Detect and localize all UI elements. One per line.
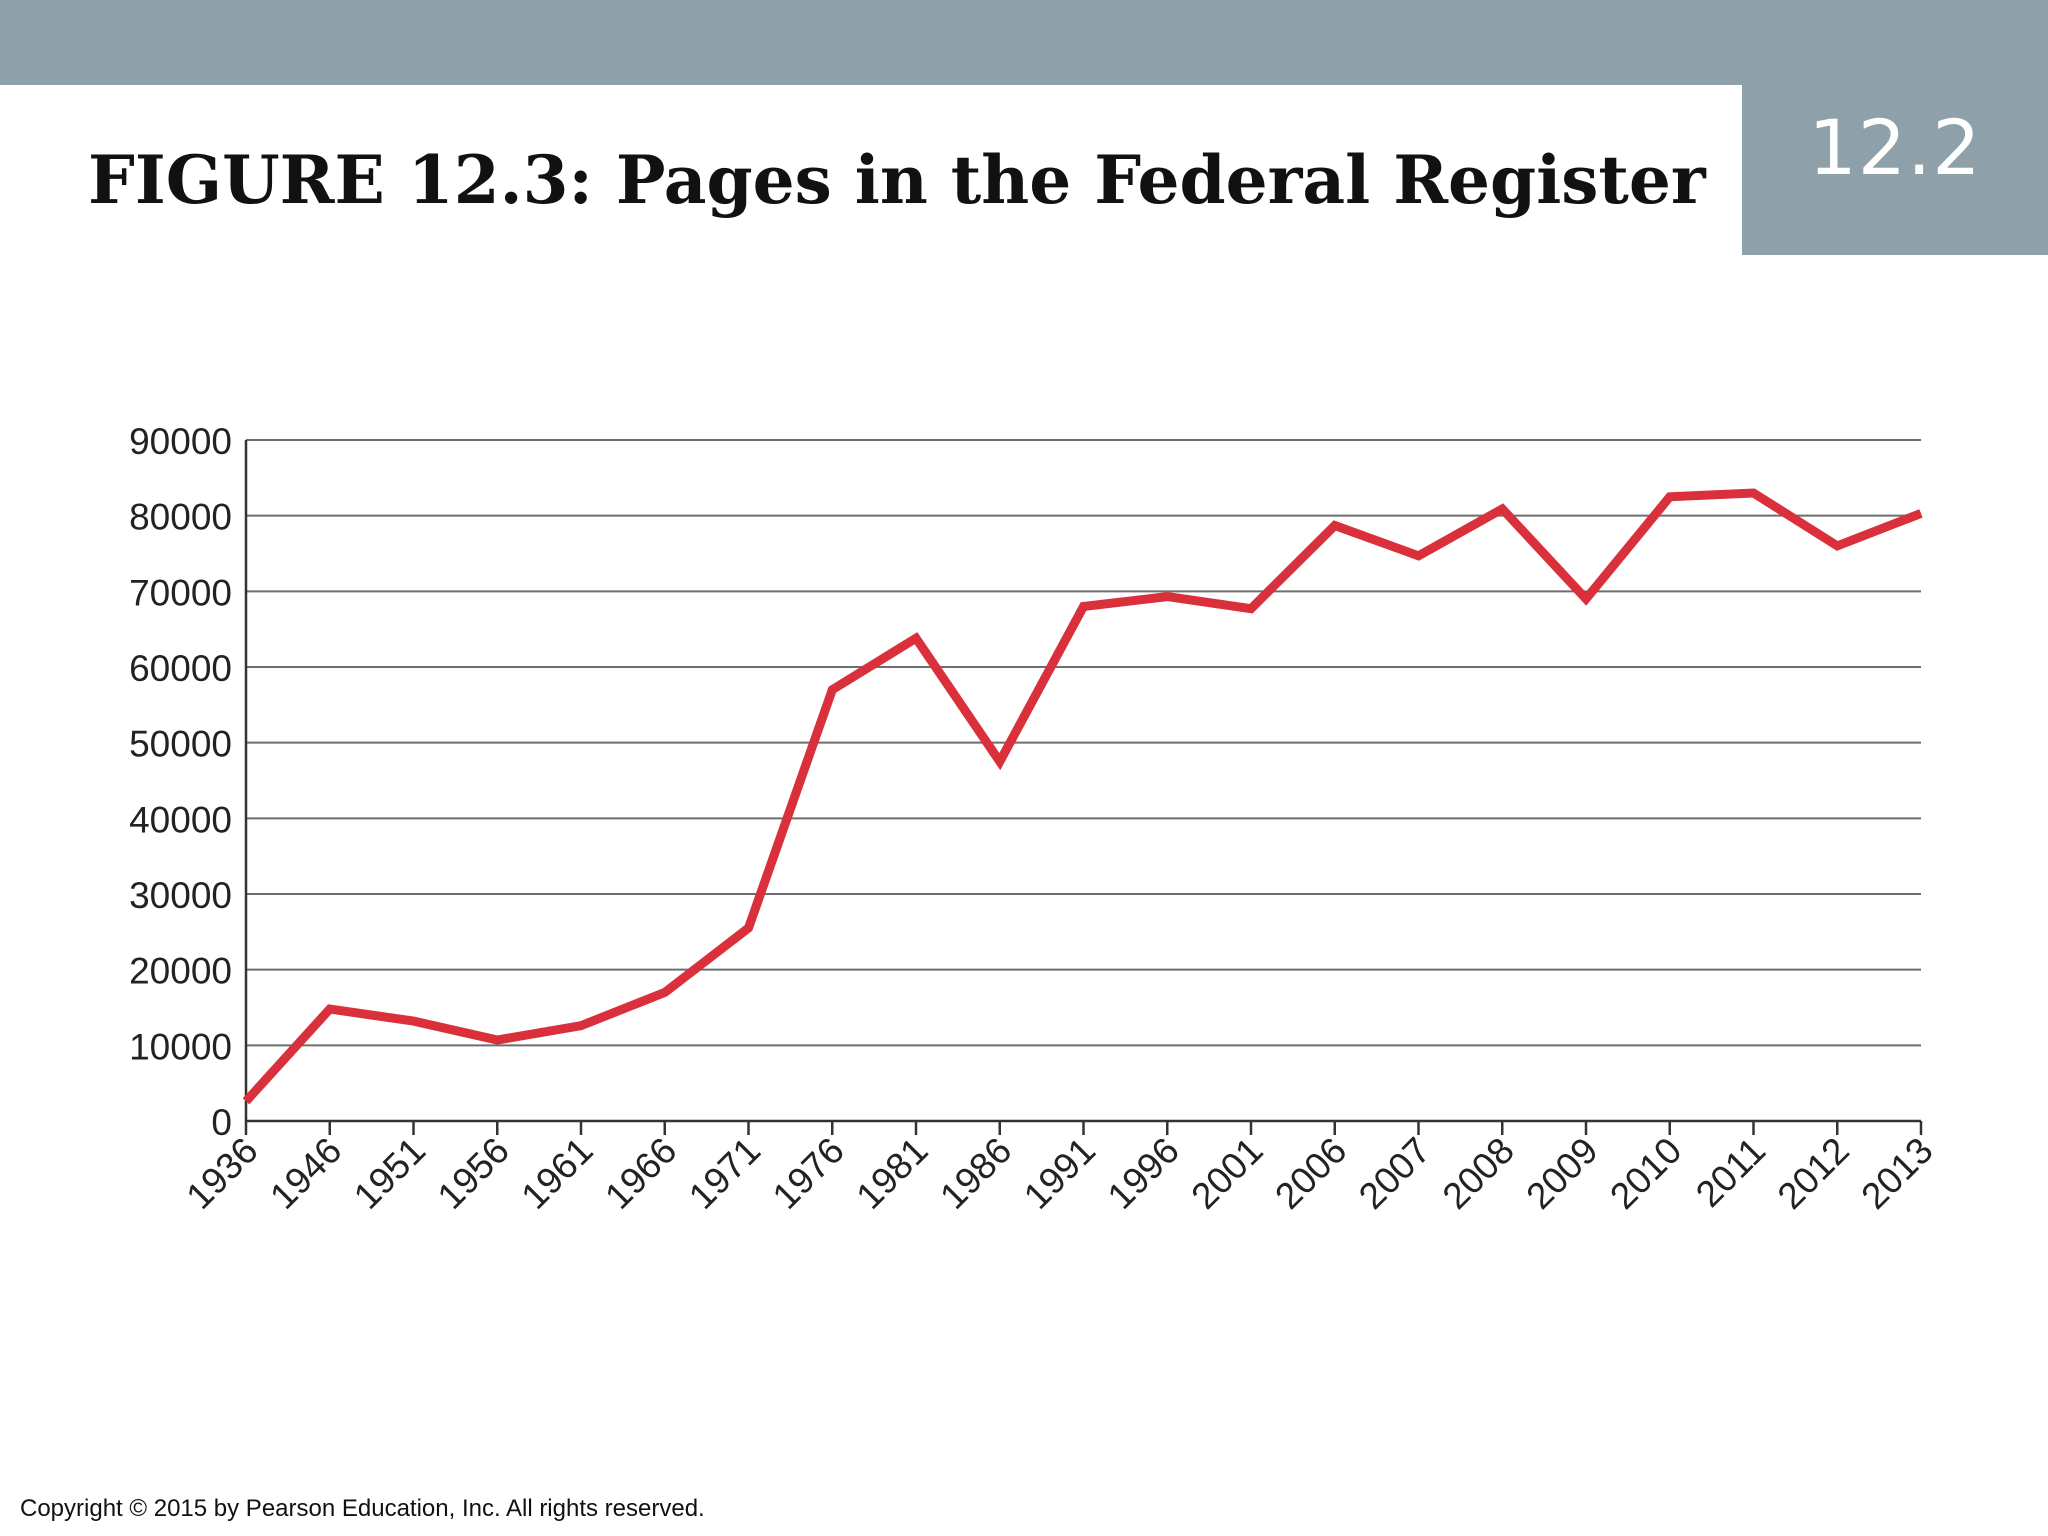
page-title: FIGURE 12.3: Pages in the Federal Regist… xyxy=(88,141,1706,219)
x-tick-label: 2007 xyxy=(1351,1130,1438,1217)
x-tick-label: 1996 xyxy=(1100,1130,1187,1217)
x-tick-label: 1971 xyxy=(681,1130,768,1217)
x-tick-label: 2008 xyxy=(1435,1130,1522,1217)
x-tick-label: 1981 xyxy=(848,1130,935,1217)
y-tick-label: 80000 xyxy=(129,497,232,538)
section-badge xyxy=(1742,85,2048,255)
x-tick-label: 2013 xyxy=(1853,1130,1940,1217)
copyright-notice: Copyright © 2015 by Pearson Education, I… xyxy=(20,1495,705,1522)
x-tick-label: 1966 xyxy=(597,1130,684,1217)
y-tick-label: 40000 xyxy=(129,799,232,840)
y-tick-label: 20000 xyxy=(129,951,232,992)
gridlines xyxy=(246,439,1921,1047)
x-tick-label: 1946 xyxy=(262,1130,349,1217)
x-tick-label: 2009 xyxy=(1518,1130,1605,1217)
series xyxy=(242,488,1923,1105)
y-tick-label: 30000 xyxy=(129,875,232,916)
x-tick-label: 1961 xyxy=(513,1130,600,1217)
x-tick-label: 2001 xyxy=(1183,1130,1270,1217)
y-tick-label: 60000 xyxy=(129,648,232,689)
x-tick-label: 2010 xyxy=(1602,1130,1689,1217)
y-tick-label: 70000 xyxy=(129,572,232,613)
section-number: 12.2 xyxy=(1808,103,1982,192)
x-tick-label: 1991 xyxy=(1016,1130,1103,1217)
x-tick-label: 2006 xyxy=(1267,1130,1354,1217)
x-tick-label: 1976 xyxy=(765,1130,852,1217)
axes xyxy=(244,440,1923,1135)
x-tick-label: 1956 xyxy=(430,1130,517,1217)
y-tick-label: 10000 xyxy=(129,1026,232,1067)
y-tick-label: 0 xyxy=(211,1102,232,1143)
series-line xyxy=(242,488,1923,1105)
x-tick-label: 1986 xyxy=(932,1130,1019,1217)
y-tick-labels: 0 10000 20000 30000 40000 50000 60000 70000 8000… xyxy=(129,421,232,1143)
x-tick-labels: 1936194619511956196119661971197619811986… xyxy=(178,1130,1940,1217)
x-tick-label: 1951 xyxy=(346,1130,433,1217)
y-tick-label: 90000 xyxy=(129,421,232,462)
header-bar xyxy=(0,0,2048,85)
y-tick-label: 50000 xyxy=(129,724,232,765)
x-tick-label: 2011 xyxy=(1688,1130,1773,1215)
x-tick-label: 2012 xyxy=(1770,1130,1857,1217)
